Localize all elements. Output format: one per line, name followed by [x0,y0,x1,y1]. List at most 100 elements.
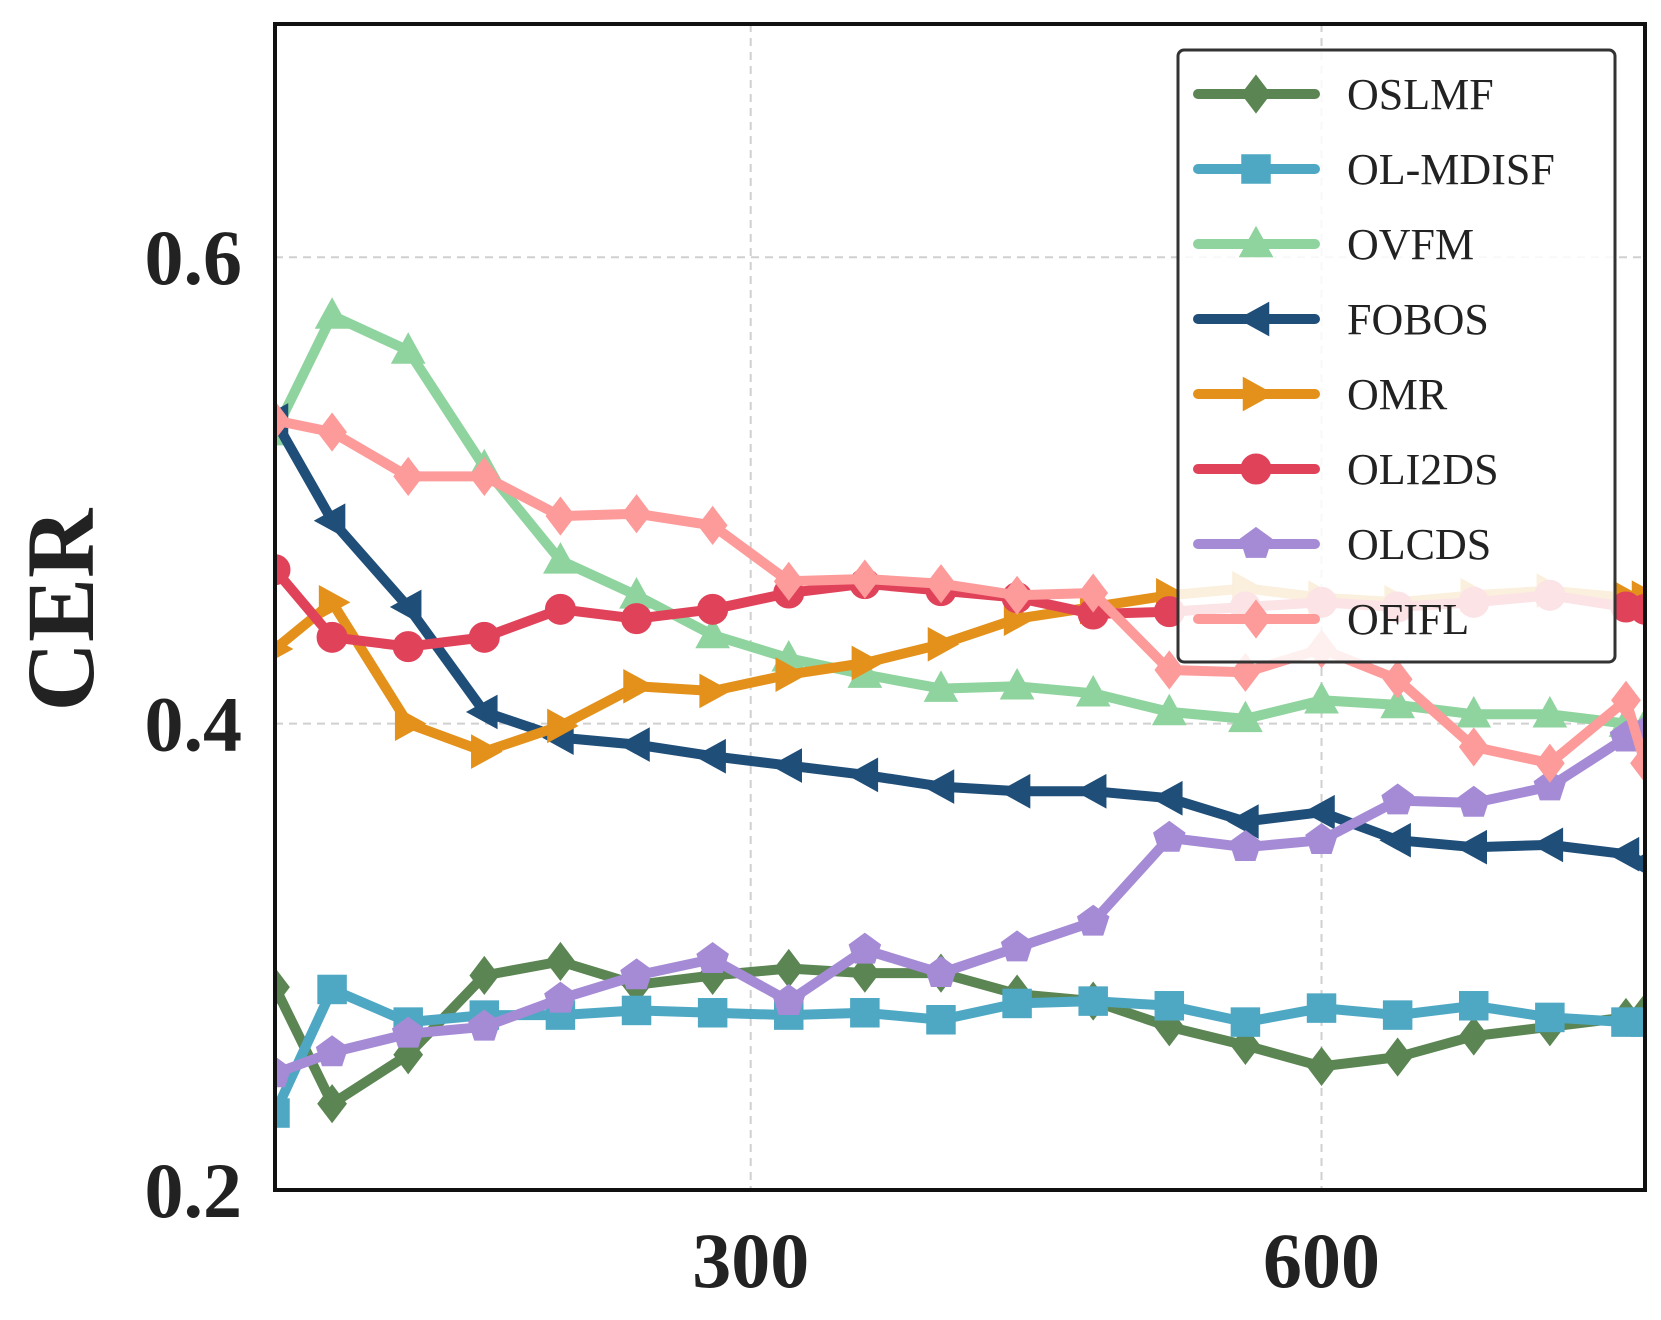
data-point-ovfm [390,332,426,364]
data-point-ovfm [1532,695,1568,728]
legend-item-ovfm: OVFM [1193,220,1474,269]
legend-label: OSLMF [1347,70,1494,119]
data-point-fobos [922,769,955,804]
legend-marker-ofifl [1241,599,1271,639]
data-point-fobos [846,757,879,793]
data-point-ofifl [773,561,804,601]
legend-label: OL-MDISF [1347,145,1555,194]
legend-marker-oli2ds [1240,453,1272,485]
data-point-fobos [770,748,802,783]
y-tick-labels: 0.2 0.4 0.6 [145,214,243,1234]
data-point-olcds [275,1056,292,1088]
data-point-ofifl [926,564,956,604]
legend-marker-ovfm [1238,225,1274,258]
x-tick-label: 600 [1263,1217,1380,1304]
data-point-omr [318,584,351,620]
data-point-oli2ds [544,593,576,625]
data-point-fobos [1074,773,1107,809]
data-point-ofifl [1458,727,1489,767]
x-tick-labels: 300 600 [692,1217,1380,1304]
data-point-fobos [1151,780,1183,816]
data-point-ovfm [695,616,730,649]
data-point-ol-mdisf [926,1005,956,1035]
legend-label: FOBOS [1347,295,1489,344]
series-layer [275,297,1645,1128]
data-point-oli2ds [392,631,424,663]
data-point-oslmf [1458,1016,1489,1056]
legend-marker-ol-mdisf [1241,154,1271,184]
data-point-oslmf [1306,1046,1337,1086]
data-point-omr [699,673,731,709]
data-point-ol-mdisf [697,998,728,1028]
data-point-ol-mdisf [1382,1000,1413,1030]
data-point-omr [851,645,884,681]
data-point-ol-mdisf [1306,993,1337,1023]
data-point-fobos [694,738,726,774]
data-point-fobos [618,727,650,762]
data-point-oslmf [317,1084,347,1124]
data-point-fobos [389,589,422,625]
data-point-fobos [998,773,1031,809]
data-point-ol-mdisf [1535,1002,1565,1033]
data-point-ovfm [999,668,1035,700]
data-point-omr [275,638,294,660]
data-point-ol-mdisf [1459,991,1489,1021]
data-point-omr [775,657,808,692]
data-point-fobos [466,694,498,730]
legend-marker-oslmf [1241,74,1271,114]
data-point-fobos [313,503,346,539]
legend-item-oslmf: OSLMF [1193,70,1494,119]
legend-box [1176,48,1617,664]
data-point-olcds [1076,904,1110,936]
legend-label: OLI2DS [1347,445,1499,494]
legend: OSLMF OL-MDISF OVFM FOBOS OMR OLI2DS OLCDS OFIF… [1176,48,1617,664]
data-point-olcds [772,983,806,1015]
data-point-ol-mdisf [1230,1007,1261,1037]
data-point-olcds [1381,783,1414,815]
legend-marker-olcds [1239,526,1273,558]
data-point-olcds [1533,769,1567,801]
data-point-olcds [468,1009,501,1041]
data-point-ovfm [1304,681,1339,714]
data-point-omr [547,708,579,744]
data-point-olcds [1153,820,1186,852]
data-point-ol-mdisf [275,1098,290,1128]
data-point-olcds [1305,823,1338,855]
data-point-oslmf [469,955,500,996]
data-point-olcds [1229,830,1262,862]
data-point-olcds [1457,785,1491,817]
data-point-omr [927,626,960,662]
data-point-fobos [1379,822,1411,858]
data-point-ofifl [1382,659,1413,699]
data-point-olcds [696,942,729,973]
data-point-oli2ds [275,554,291,586]
data-point-oli2ds [468,621,500,653]
series-ofifl [275,400,1645,783]
x-tick-label: 300 [692,1217,809,1304]
data-point-olcds [924,956,958,987]
data-point-oslmf [849,953,880,993]
legend-item-olcds: OLCDS [1193,520,1491,569]
data-point-oslmf [773,948,804,989]
data-point-ofifl [1078,573,1109,613]
data-point-omr [394,706,427,741]
legend-marker-fobos [1237,301,1270,337]
data-point-ofifl [317,412,347,452]
data-point-oslmf [1382,1037,1413,1077]
data-point-oli2ds [697,593,729,625]
data-point-ovfm [1151,693,1187,726]
data-point-ol-mdisf [1630,1007,1645,1037]
data-point-fobos [1626,853,1645,874]
data-point-fobos [1455,829,1487,865]
y-tick-label: 0.4 [145,681,243,768]
legend-item-ol-mdisf: OL-MDISF [1193,145,1555,194]
data-point-olcds [544,981,577,1013]
data-point-ofifl [545,496,576,536]
series-line-ofifl [275,415,1645,769]
data-point-oli2ds [1629,593,1645,625]
data-point-ofifl [275,400,290,441]
data-point-fobos [1531,827,1564,863]
data-point-ofifl [1534,743,1565,783]
data-point-omr [471,734,503,769]
